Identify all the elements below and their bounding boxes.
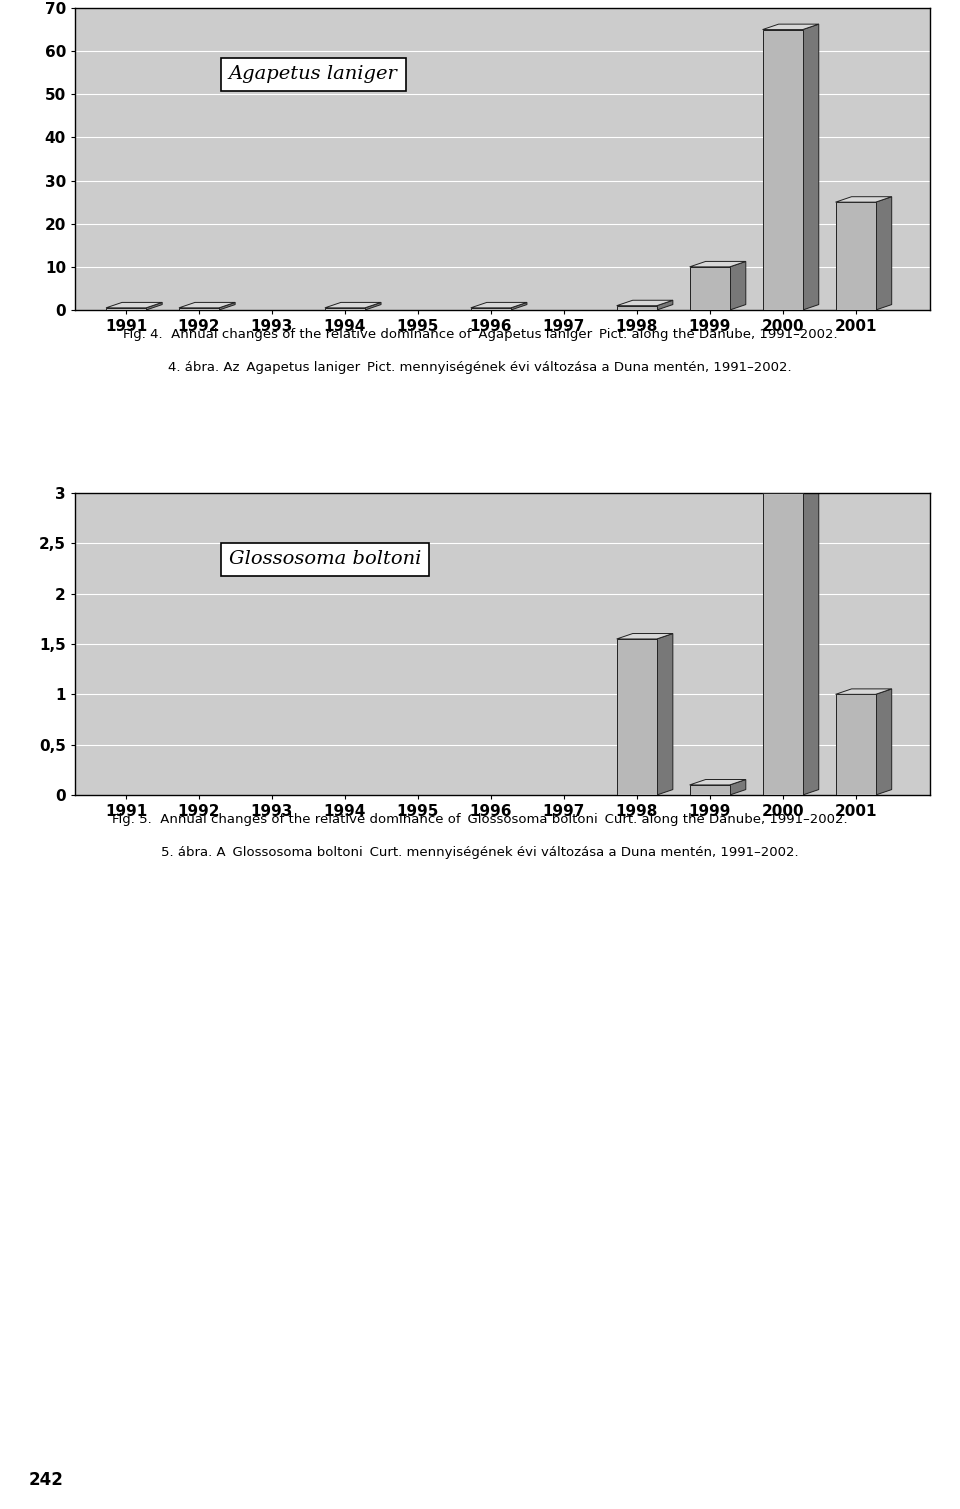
Polygon shape [689,267,730,309]
Polygon shape [762,493,803,795]
Polygon shape [835,694,876,795]
Polygon shape [762,24,819,30]
Polygon shape [106,308,146,309]
Polygon shape [730,261,746,309]
Text: Fig. 4.  Annual changes of the relative dominance of  Agapetus laniger  Pict. al: Fig. 4. Annual changes of the relative d… [123,327,837,341]
Polygon shape [511,302,527,309]
Polygon shape [689,785,730,795]
Polygon shape [803,487,819,795]
Polygon shape [657,634,673,795]
Polygon shape [179,308,219,309]
Polygon shape [616,306,657,309]
Text: Glossosoma boltoni: Glossosoma boltoni [228,551,421,569]
Polygon shape [219,302,235,309]
Polygon shape [324,302,381,308]
Polygon shape [365,302,381,309]
Polygon shape [324,308,365,309]
Text: 4. ábra. Az  Agapetus laniger  Pict. mennyiségének évi változása a Duna mentén, : 4. ábra. Az Agapetus laniger Pict. menny… [168,361,792,374]
Polygon shape [876,196,892,309]
Text: 242: 242 [29,1471,63,1489]
Polygon shape [616,634,673,638]
Polygon shape [730,780,746,795]
Polygon shape [835,690,892,694]
Polygon shape [657,300,673,309]
Polygon shape [835,196,892,202]
Polygon shape [179,302,235,308]
Polygon shape [876,690,892,795]
Text: Agapetus laniger: Agapetus laniger [228,65,397,83]
Polygon shape [616,300,673,306]
Text: 5. ábra. A  Glossosoma boltoni  Curt. mennyiségének évi változása a Duna mentén,: 5. ábra. A Glossosoma boltoni Curt. menn… [161,847,799,859]
Polygon shape [470,308,511,309]
Polygon shape [689,780,746,785]
Polygon shape [470,302,527,308]
Polygon shape [803,24,819,309]
Polygon shape [689,261,746,267]
Text: Fig. 5.  Annual changes of the relative dominance of  Glossosoma boltoni  Curt. : Fig. 5. Annual changes of the relative d… [112,813,848,825]
Polygon shape [762,30,803,309]
Polygon shape [106,302,162,308]
Polygon shape [835,202,876,309]
Polygon shape [616,638,657,795]
Polygon shape [762,487,819,493]
Polygon shape [146,302,162,309]
